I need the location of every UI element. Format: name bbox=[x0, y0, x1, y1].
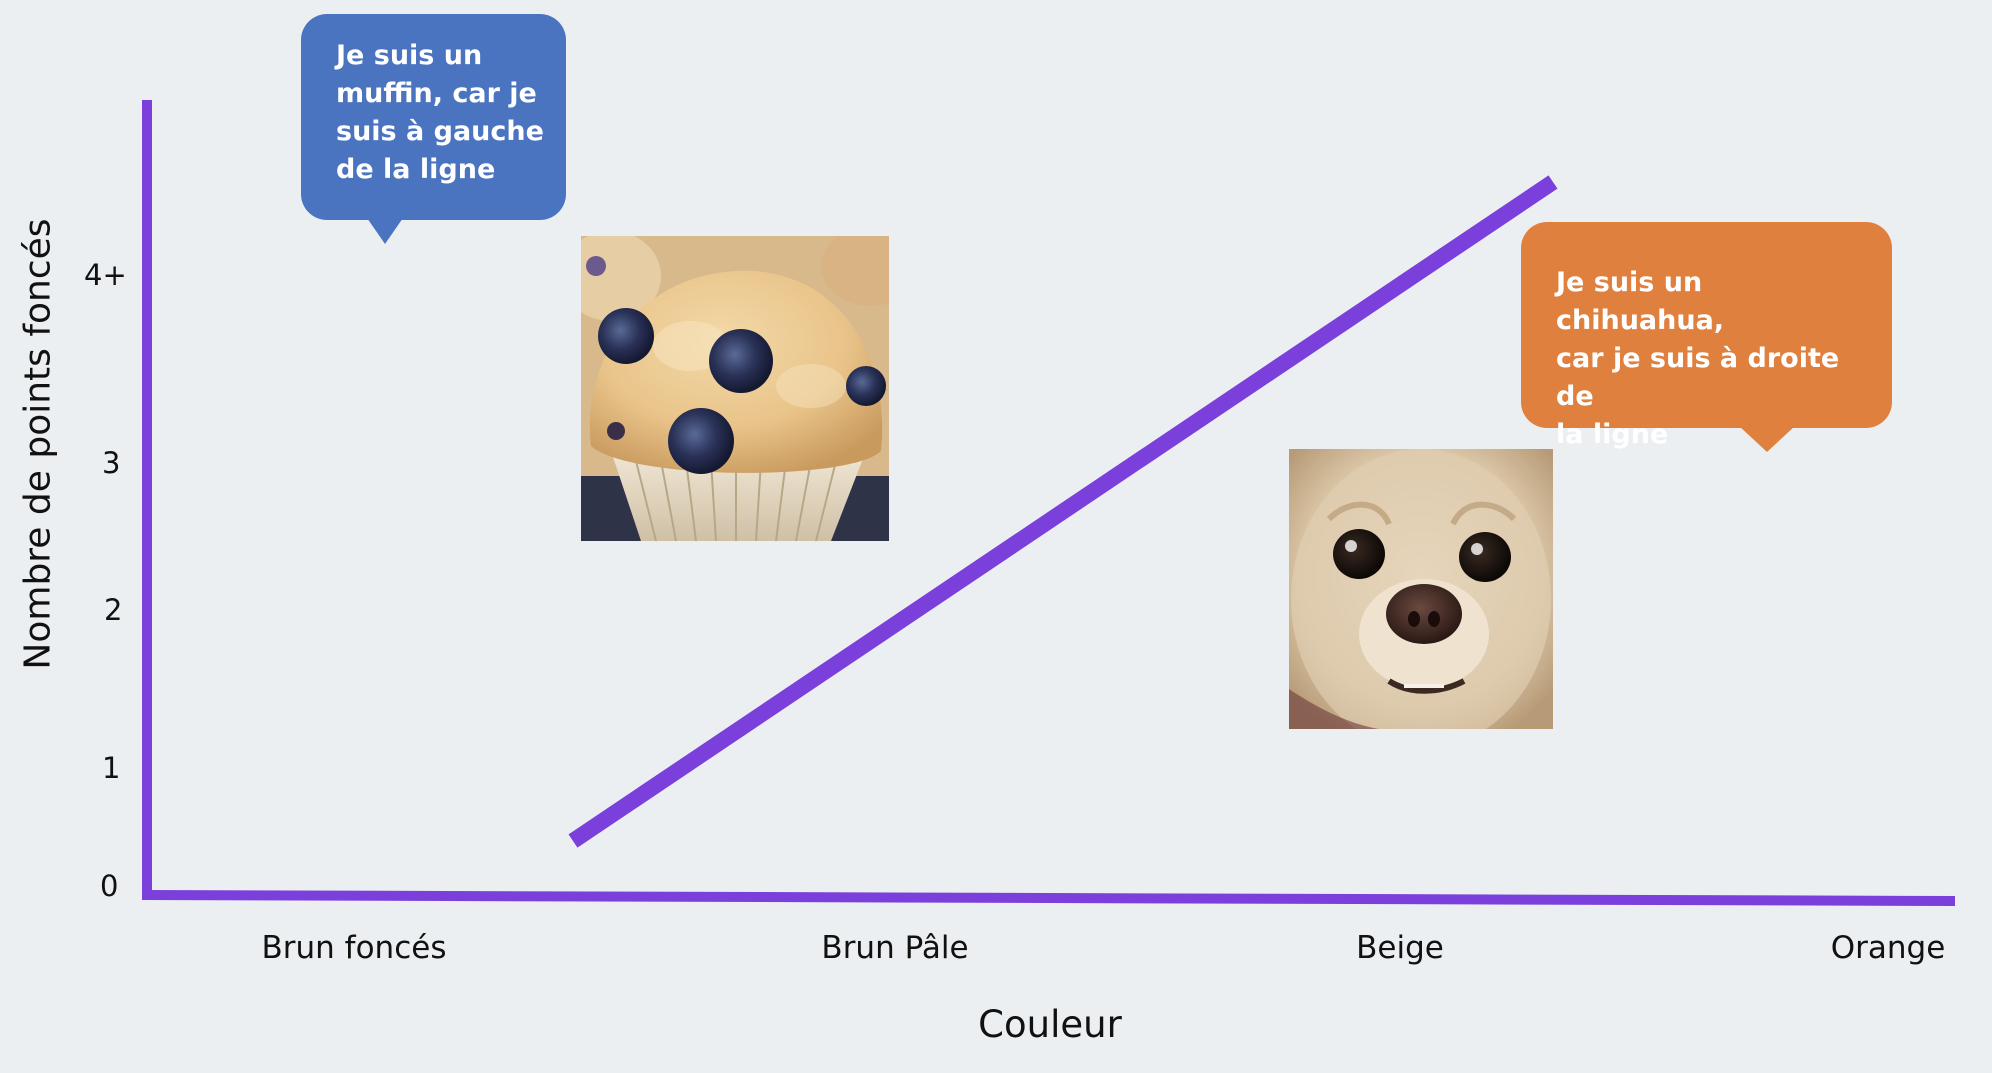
x-category-label: Beige bbox=[1356, 930, 1444, 966]
y-axis-line bbox=[142, 100, 152, 900]
bubble-text-line: Je suis un bbox=[336, 40, 483, 71]
bubble-text-line: muffin, car je bbox=[336, 78, 537, 109]
muffin-speech-bubble: Je suis un muffin, car je suis à gauche … bbox=[301, 14, 566, 244]
blueberry-muffin-image bbox=[581, 236, 889, 541]
x-axis-title: Couleur bbox=[978, 1003, 1122, 1046]
y-tick-label: 1 bbox=[102, 751, 121, 785]
x-category-label: Brun Pâle bbox=[821, 930, 969, 966]
y-tick-label: 2 bbox=[104, 593, 123, 627]
bubble-text-line: car je suis à droite de bbox=[1556, 343, 1840, 412]
x-category-label: Orange bbox=[1830, 930, 1946, 966]
bubble-text-line: de la ligne bbox=[336, 154, 496, 185]
bubble-text-line: suis à gauche bbox=[336, 116, 544, 147]
chihuahua-image bbox=[1289, 449, 1553, 729]
bubble-tail bbox=[1739, 426, 1795, 452]
bubble-tail bbox=[367, 218, 403, 244]
y-tick-label: 4+ bbox=[84, 258, 127, 292]
bubble-text-line: Je suis un chihuahua, bbox=[1556, 267, 1725, 336]
x-category-label: Brun foncés bbox=[261, 930, 447, 966]
chihuahua-speech-bubble: Je suis un chihuahua, car je suis à droi… bbox=[1521, 222, 1892, 452]
y-tick-label: 3 bbox=[102, 446, 121, 480]
y-axis-title: Nombre de points foncés bbox=[17, 218, 59, 670]
y-tick-label: 0 bbox=[100, 869, 119, 903]
bubble-text-line: la ligne bbox=[1556, 419, 1669, 450]
